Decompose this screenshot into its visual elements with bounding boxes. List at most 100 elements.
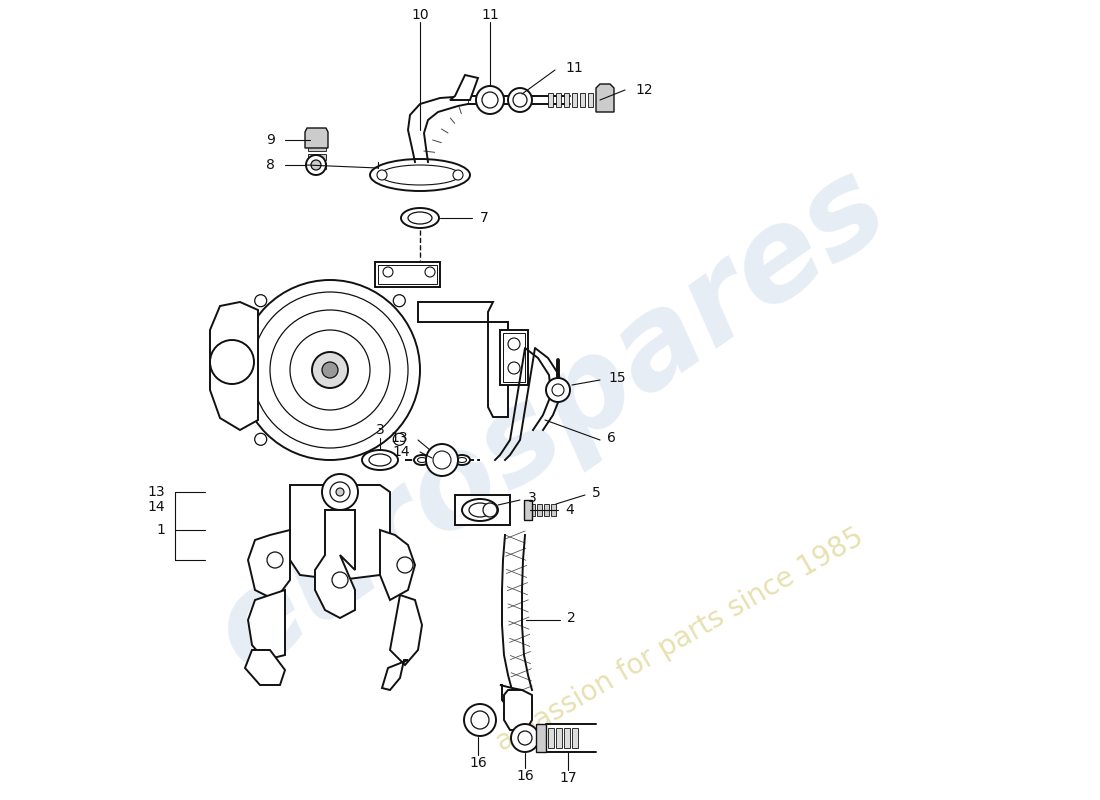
Ellipse shape <box>362 450 398 470</box>
Circle shape <box>425 267 435 277</box>
Circle shape <box>508 362 520 374</box>
Bar <box>537 504 542 516</box>
Circle shape <box>270 310 390 430</box>
Ellipse shape <box>368 454 390 466</box>
Bar <box>548 93 553 107</box>
Bar <box>378 265 437 284</box>
Circle shape <box>332 572 348 588</box>
Bar <box>308 154 326 160</box>
Text: 15: 15 <box>608 371 626 385</box>
Circle shape <box>513 93 527 107</box>
Ellipse shape <box>379 165 460 185</box>
Polygon shape <box>390 595 422 665</box>
Text: 12: 12 <box>635 83 652 97</box>
Bar <box>308 145 326 151</box>
Bar <box>572 728 578 748</box>
Ellipse shape <box>418 458 427 462</box>
Circle shape <box>433 451 451 469</box>
Text: 6: 6 <box>607 431 616 445</box>
Polygon shape <box>382 660 408 690</box>
Bar <box>308 163 326 169</box>
Ellipse shape <box>402 208 439 228</box>
Circle shape <box>397 557 412 573</box>
Text: 8: 8 <box>266 158 275 172</box>
Ellipse shape <box>462 499 498 521</box>
Bar <box>500 330 528 385</box>
Circle shape <box>322 362 338 378</box>
Circle shape <box>394 434 405 446</box>
Polygon shape <box>450 75 478 100</box>
Bar <box>588 93 593 107</box>
Circle shape <box>306 155 326 175</box>
Circle shape <box>267 552 283 568</box>
Ellipse shape <box>458 458 466 462</box>
Text: 14: 14 <box>393 445 410 459</box>
Polygon shape <box>504 690 532 730</box>
Text: 13: 13 <box>147 485 165 499</box>
Circle shape <box>476 86 504 114</box>
Bar <box>548 728 554 748</box>
Bar <box>564 93 569 107</box>
Circle shape <box>312 352 348 388</box>
Ellipse shape <box>454 455 470 465</box>
Text: 2: 2 <box>566 611 575 625</box>
Circle shape <box>252 292 408 448</box>
Circle shape <box>377 170 387 180</box>
Circle shape <box>508 338 520 350</box>
Circle shape <box>552 384 564 396</box>
Text: 11: 11 <box>565 61 583 75</box>
Circle shape <box>255 294 266 306</box>
Ellipse shape <box>469 503 491 517</box>
Bar <box>536 724 546 752</box>
Text: eurospares: eurospares <box>191 144 909 696</box>
Bar <box>524 500 532 520</box>
Polygon shape <box>596 84 614 112</box>
Circle shape <box>518 731 532 745</box>
Circle shape <box>290 330 370 410</box>
Polygon shape <box>245 650 285 685</box>
Text: 9: 9 <box>266 133 275 147</box>
Text: 4: 4 <box>565 503 574 517</box>
Text: 5: 5 <box>592 486 601 500</box>
Polygon shape <box>500 685 532 715</box>
Bar <box>540 728 546 748</box>
Bar <box>375 262 440 287</box>
Bar <box>556 728 562 748</box>
Circle shape <box>330 482 350 502</box>
Circle shape <box>394 294 405 306</box>
Polygon shape <box>248 590 285 660</box>
Polygon shape <box>248 530 290 600</box>
Circle shape <box>311 160 321 170</box>
Bar <box>564 728 570 748</box>
Bar <box>308 136 326 142</box>
Text: 16: 16 <box>469 756 487 770</box>
Ellipse shape <box>414 455 430 465</box>
Circle shape <box>426 444 458 476</box>
Text: 3: 3 <box>375 423 384 437</box>
Circle shape <box>453 170 463 180</box>
Text: 13: 13 <box>390 431 408 445</box>
Text: 14: 14 <box>147 500 165 514</box>
Text: 11: 11 <box>481 8 499 22</box>
Bar <box>544 504 549 516</box>
Text: 7: 7 <box>480 211 488 225</box>
Circle shape <box>512 724 539 752</box>
Circle shape <box>508 88 532 112</box>
Circle shape <box>482 92 498 108</box>
Ellipse shape <box>370 159 470 191</box>
Polygon shape <box>290 485 390 580</box>
Circle shape <box>240 280 420 460</box>
Circle shape <box>383 267 393 277</box>
Circle shape <box>546 378 570 402</box>
Circle shape <box>322 474 358 510</box>
Text: 16: 16 <box>516 769 534 783</box>
Circle shape <box>464 704 496 736</box>
Bar <box>572 93 578 107</box>
Ellipse shape <box>408 212 432 224</box>
Circle shape <box>210 340 254 384</box>
Circle shape <box>255 434 266 446</box>
Bar <box>580 93 585 107</box>
Text: a passion for parts since 1985: a passion for parts since 1985 <box>492 523 869 757</box>
Text: 17: 17 <box>559 771 576 785</box>
Text: 10: 10 <box>411 8 429 22</box>
